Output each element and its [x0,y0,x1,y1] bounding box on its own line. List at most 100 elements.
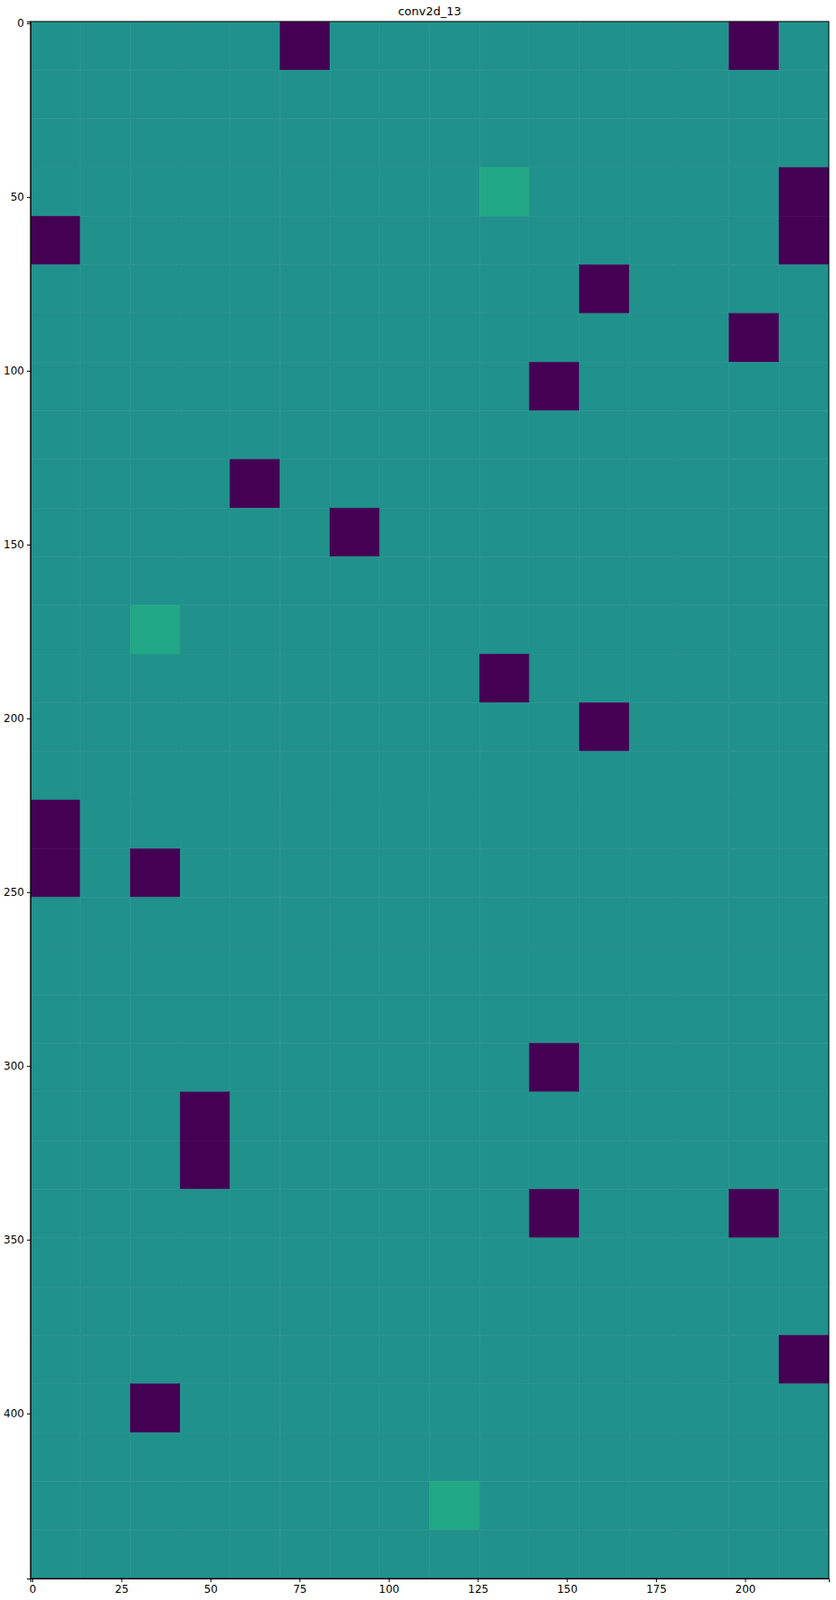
y-axis-line [26,22,32,1580]
cell [729,508,780,557]
cell [30,69,81,119]
cell [230,1530,281,1579]
cell [279,459,330,509]
cell [679,21,730,70]
cell [479,21,530,70]
cell [30,605,81,655]
cell [129,1384,181,1433]
cell [30,265,81,314]
cell [430,1189,481,1239]
cell [679,215,730,265]
cell [729,1530,780,1579]
cell [230,800,281,849]
cell [479,411,530,460]
cell [30,1530,81,1579]
cell [80,411,131,460]
cell [329,702,380,751]
x-axis: 0255075100125150175200 [29,1578,830,1596]
cell [579,313,630,362]
cell [30,1238,81,1287]
cell [479,1092,530,1141]
cell [379,1432,431,1482]
cell [279,119,330,168]
cell [230,167,281,216]
y-tick-label: 100 [3,364,25,378]
cell [778,215,829,265]
x-tick-mark [32,1578,34,1583]
cell [180,1238,231,1287]
cell [529,1140,580,1190]
cell [180,69,231,119]
cell [379,1335,431,1384]
cell [129,800,181,849]
cell [629,1432,680,1482]
cell [329,167,380,216]
cell [778,508,829,557]
cell [529,1432,580,1482]
cell [30,361,81,411]
cell [279,1530,330,1579]
cell [279,21,330,70]
cell [729,1140,780,1190]
cell [129,751,181,801]
cell [679,556,730,605]
cell [230,119,281,168]
y-tick: 200 [3,712,31,725]
cell [529,1189,580,1239]
cell [529,1286,580,1336]
x-tick-label: 175 [646,1583,667,1596]
x-tick-mark [210,1578,212,1583]
cell [230,848,281,897]
cell [778,69,829,119]
cell [729,265,780,314]
cell [629,1335,680,1384]
cell [729,848,780,897]
y-tick: 400 [3,1407,31,1421]
cell [729,1189,780,1239]
cell [30,1432,81,1482]
cell [629,800,680,849]
cell [430,119,481,168]
cell [679,751,730,801]
cell [129,411,181,460]
cell [629,215,680,265]
cell [479,1286,530,1336]
cell [430,1530,481,1579]
cell [230,459,281,509]
cell [629,702,680,751]
cell [529,1481,580,1530]
cell [679,848,730,897]
cell [30,215,81,265]
x-tick-mark [477,1578,479,1583]
cell [80,654,131,703]
cell [329,508,380,557]
x-tick: 25 [114,1578,129,1596]
cell [479,994,530,1043]
cell [430,361,481,411]
cell [679,1092,730,1141]
cell [479,605,530,655]
y-tick-mark [26,1413,31,1415]
cell [329,1189,380,1239]
cell [129,69,181,119]
cell [379,1530,431,1579]
cell [479,1530,530,1579]
cell [129,313,181,362]
cell [479,702,530,751]
cell [479,215,530,265]
cell [579,1286,630,1336]
cell [30,800,81,849]
x-tick: 175 [646,1578,667,1596]
cell [430,459,481,509]
cell [579,1335,630,1384]
cell [778,946,829,995]
cell [529,215,580,265]
cell [679,897,730,947]
cell [778,1481,829,1530]
cell [379,119,431,168]
cell [679,1384,730,1433]
cell [230,1092,281,1141]
y-tick: 250 [3,886,31,899]
cell [80,361,131,411]
cell [579,119,630,168]
